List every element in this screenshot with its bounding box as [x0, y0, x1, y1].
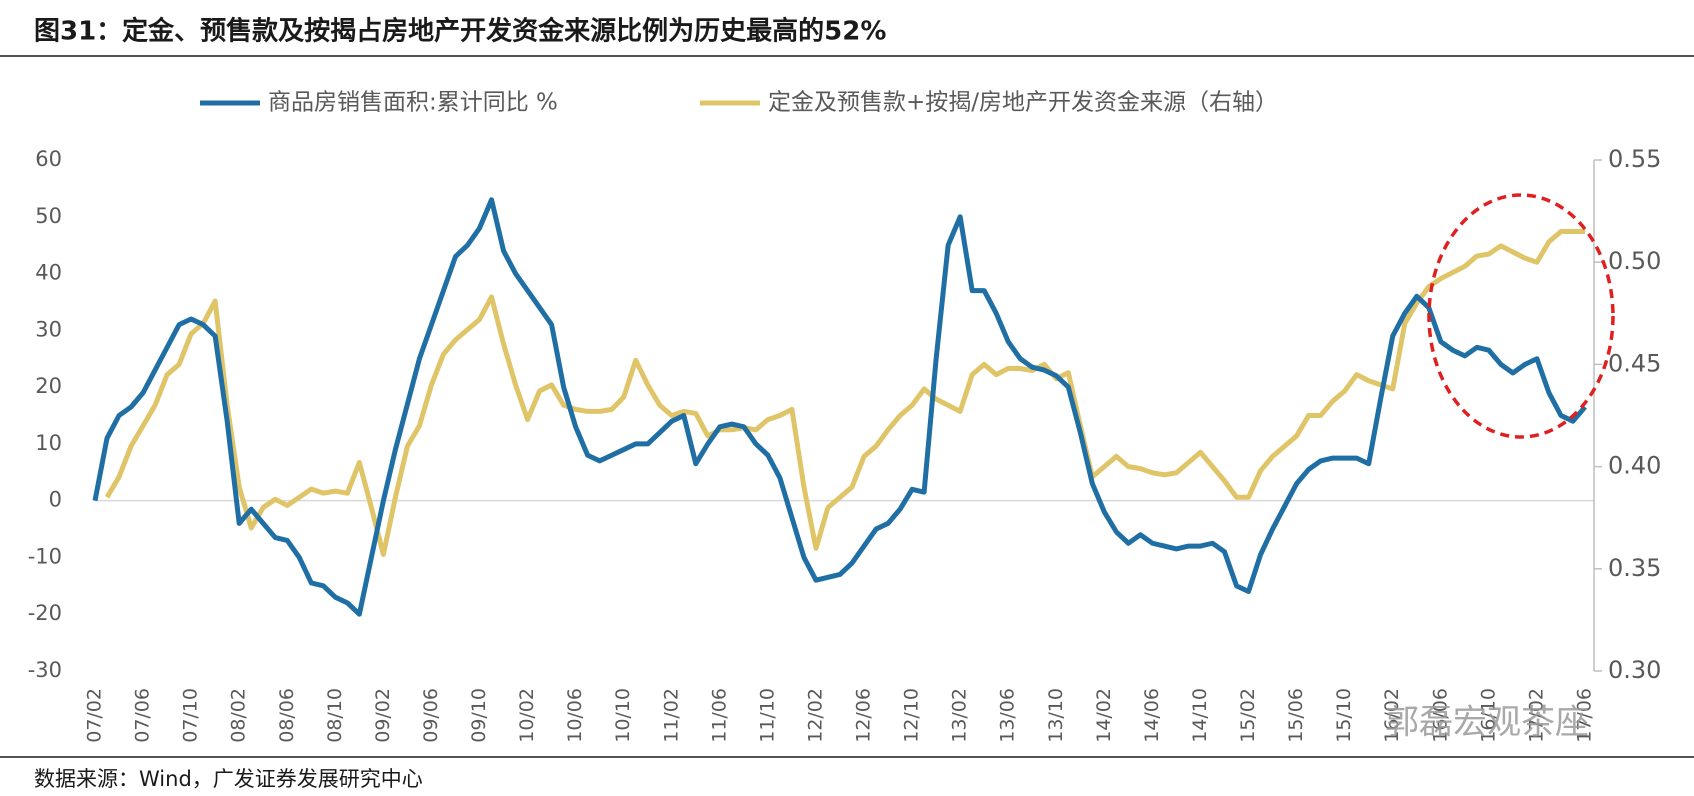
y-tick-label: 50	[35, 204, 62, 228]
y2-tick-label: 0.55	[1608, 145, 1661, 173]
x-tick-label: 15/10	[1333, 688, 1355, 743]
x-tick-label: 09/06	[420, 688, 442, 743]
x-tick-label: 08/06	[276, 688, 298, 743]
x-tick-label: 07/06	[132, 688, 154, 743]
y-tick-label: 40	[35, 261, 62, 285]
source-note: 数据来源：Wind，广发证券发展研究中心	[34, 767, 423, 791]
x-tick-label: 11/10	[756, 688, 778, 743]
highlight-ellipse	[1427, 193, 1615, 439]
x-tick-label: 14/06	[1141, 688, 1163, 743]
y-tick-label: 60	[35, 147, 62, 171]
x-tick-label: 16/02	[1381, 688, 1403, 743]
y-tick-label: -20	[28, 601, 62, 625]
x-tick-label: 07/02	[84, 688, 106, 743]
x-tick-label: 08/10	[324, 688, 346, 743]
y2-tick-label: 0.50	[1608, 247, 1661, 275]
legend-label: 商品房销售面积:累计同比 %	[268, 90, 558, 116]
y2-tick-label: 0.45	[1608, 349, 1661, 377]
x-tick-label: 08/02	[228, 688, 250, 743]
y-tick-label: 30	[35, 317, 62, 341]
y2-tick-label: 0.35	[1608, 554, 1661, 582]
x-tick-label: 10/06	[564, 688, 586, 743]
legend-label: 定金及预售款+按揭/房地产开发资金来源（右轴）	[768, 90, 1278, 116]
x-tick-label: 14/10	[1189, 688, 1211, 743]
x-tick-label: 13/06	[997, 688, 1019, 743]
x-tick-label: 15/02	[1237, 688, 1259, 743]
x-tick-label: 13/10	[1045, 688, 1067, 743]
y-tick-label: 20	[35, 374, 62, 398]
chart-title: 图31：定金、预售款及按揭占房地产开发资金来源比例为历史最高的52%	[34, 16, 886, 47]
series-line	[92, 197, 1587, 617]
x-tick-label: 14/02	[1093, 688, 1115, 743]
x-tick-label: 09/02	[372, 688, 394, 743]
x-tick-label: 17/02	[1525, 688, 1547, 743]
x-tick-label: 10/10	[612, 688, 634, 743]
x-tick-label: 12/02	[804, 688, 826, 743]
x-tick-label: 11/06	[708, 688, 730, 743]
x-tick-label: 09/10	[468, 688, 490, 743]
y-tick-label: 10	[35, 431, 62, 455]
x-tick-label: 13/02	[949, 688, 971, 743]
x-tick-label: 15/06	[1285, 688, 1307, 743]
x-tick-label: 17/06	[1574, 688, 1596, 743]
y2-tick-label: 0.40	[1608, 452, 1661, 480]
x-tick-label: 16/10	[1477, 688, 1499, 743]
y-tick-label: -30	[28, 658, 62, 682]
y-tick-label: 0	[49, 488, 62, 512]
x-tick-label: 16/06	[1429, 688, 1451, 743]
x-tick-label: 07/10	[180, 688, 202, 743]
x-tick-label: 12/06	[853, 688, 875, 743]
y2-tick-label: 0.30	[1608, 656, 1661, 684]
x-tick-label: 11/02	[660, 688, 682, 743]
series-line	[104, 229, 1585, 557]
watermark: 郭磊宏观茶座	[1385, 703, 1589, 743]
x-tick-label: 12/10	[901, 688, 923, 743]
x-tick-label: 10/02	[516, 688, 538, 743]
y-tick-label: -10	[28, 544, 62, 568]
